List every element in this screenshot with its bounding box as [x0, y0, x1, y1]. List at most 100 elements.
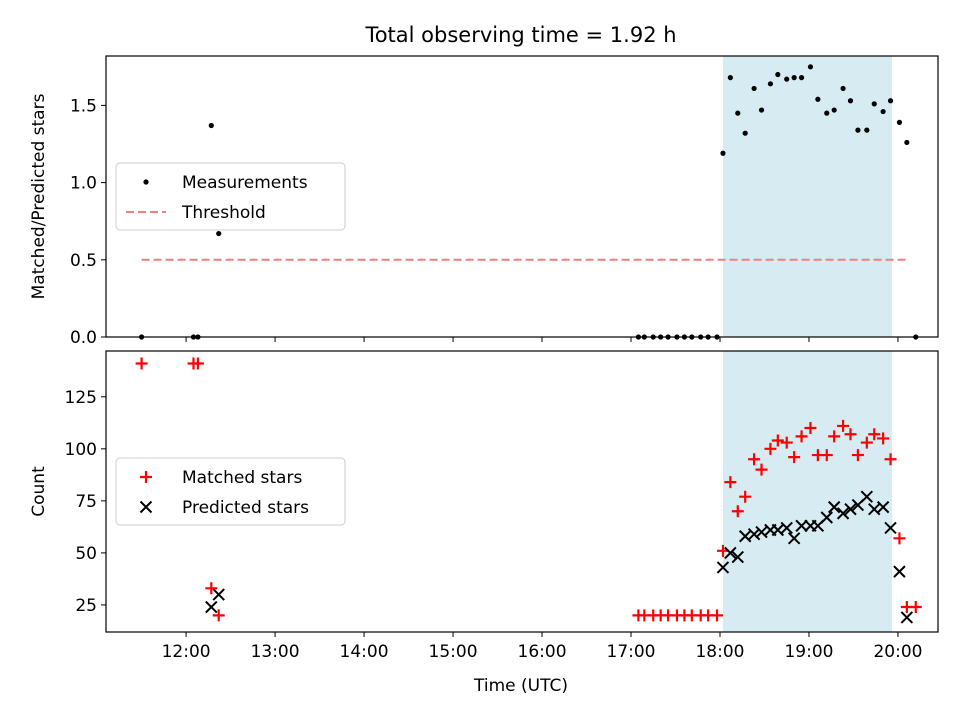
bottom-panel: 25 50 75 100 125 12:00 13:00 14:00 15:00 16:00 17:…: [29, 350, 939, 662]
predicted-star-point: [747, 527, 761, 541]
predicted-star-point: [795, 519, 808, 533]
measurement-point: [815, 96, 821, 102]
matched-star-point: [771, 434, 784, 447]
predicted-star-point: [820, 511, 833, 524]
matched-star-point: [212, 609, 225, 622]
predicted-star-point: [731, 550, 744, 564]
legend-measurement-swatch: [143, 179, 149, 185]
matched-star-point: [788, 451, 801, 464]
measurement-point: [798, 75, 805, 81]
predicted-star-point: [827, 500, 841, 514]
measurement-point: [855, 127, 861, 133]
matched-star-point: [860, 436, 873, 449]
predicted-star-point: [884, 521, 897, 535]
measurement-point: [775, 71, 781, 78]
predicted-star-point: [724, 546, 737, 560]
matched-star-point: [820, 449, 833, 462]
matched-star-point: [795, 430, 808, 443]
predicted-star-point: [893, 565, 906, 578]
measurement-point: [720, 150, 726, 156]
measurement-point: [831, 107, 837, 113]
y-tick-label: 25: [75, 596, 97, 616]
matched-star-point: [909, 601, 922, 614]
predicted-star-point: [876, 500, 890, 514]
measurement-point: [824, 110, 830, 116]
observing-window-shade: [722, 351, 893, 632]
matched-star-point: [877, 432, 890, 445]
measurement-point: [904, 139, 910, 146]
measurement-point: [896, 119, 903, 125]
matched-star-point: [191, 357, 204, 370]
predicted-star-point: [836, 507, 850, 520]
measurement-point: [758, 107, 765, 113]
predicted-star-point: [860, 490, 874, 503]
measurement-point: [735, 110, 741, 116]
legend-label: Predicted stars: [182, 498, 309, 518]
y-tick-label: 75: [75, 492, 97, 512]
predicted-star-point: [780, 521, 793, 535]
legend-predicted-swatch: [139, 500, 153, 514]
measurement-point: [887, 98, 894, 104]
matched-star-point: [780, 436, 793, 449]
matched-star-point: [884, 453, 897, 466]
y-axis-label: Count: [29, 466, 49, 517]
measurement-point: [847, 98, 854, 104]
x-tick-label: 16:00: [518, 642, 567, 662]
x-tick-label: 13:00: [251, 642, 300, 662]
matched-star-point: [837, 419, 850, 432]
legend-matched-swatch: [140, 471, 152, 483]
x-tick-label: 12:00: [162, 642, 211, 662]
matched-star-point: [804, 422, 817, 435]
y-tick-label: 0.5: [70, 251, 97, 271]
x-tick-label: 19:00: [784, 642, 833, 662]
measurement-point: [880, 108, 886, 115]
legend-label: Threshold: [181, 203, 266, 223]
measurement-point: [742, 130, 748, 136]
legend-box: [115, 457, 346, 526]
matched-star-point: [711, 609, 724, 622]
matched-star-point: [748, 453, 761, 466]
measurement-point: [791, 75, 797, 81]
axes-frame: [105, 55, 939, 338]
y-tick-label: 125: [65, 388, 97, 408]
measurement-point: [216, 230, 222, 237]
y-tick-label: 1.0: [70, 174, 97, 194]
observing-window-shade: [722, 56, 893, 337]
matched-star-point: [851, 449, 864, 462]
matched-star-point: [828, 430, 841, 443]
measurement-point: [871, 101, 877, 107]
y-axis-label: Matched/Predicted stars: [29, 93, 49, 299]
y-tick-label: 0.0: [70, 328, 97, 348]
predicted-star-point: [787, 532, 801, 545]
legend-box: [115, 162, 346, 231]
measurement-point: [840, 85, 846, 92]
matched-star-point: [739, 490, 752, 503]
x-axis-label: Time (UTC): [473, 676, 568, 696]
x-tick-label: 20:00: [873, 642, 922, 662]
measurement-point: [767, 81, 774, 87]
legend-label: Measurements: [182, 173, 308, 193]
matched-star-point: [731, 505, 744, 518]
matched-star-point: [205, 582, 218, 595]
top-panel: 0.0 0.5 1.0 1.5 Matched/Predicted stars Measu…: [29, 55, 939, 348]
matched-star-point: [868, 428, 881, 441]
y-tick-label: 100: [65, 440, 97, 460]
predicted-star-point: [844, 502, 857, 516]
x-tick-label: 17:00: [607, 642, 656, 662]
measurement-point: [807, 64, 814, 70]
y-tick-label: 1.5: [70, 96, 97, 116]
matched-star-point: [135, 357, 148, 370]
legend: Measurements Threshold: [115, 162, 346, 231]
predicted-star-point: [205, 600, 218, 614]
matched-star-point: [764, 442, 777, 455]
x-tick-label: 18:00: [695, 642, 744, 662]
measurement-point: [864, 127, 870, 133]
matched-star-point: [755, 463, 768, 476]
axes-frame: [105, 350, 939, 633]
predicted-star-point: [716, 561, 730, 574]
legend-label: Matched stars: [182, 468, 302, 488]
predicted-star-point: [900, 611, 914, 624]
predicted-star-point: [212, 588, 225, 601]
x-tick-label: 15:00: [429, 642, 478, 662]
